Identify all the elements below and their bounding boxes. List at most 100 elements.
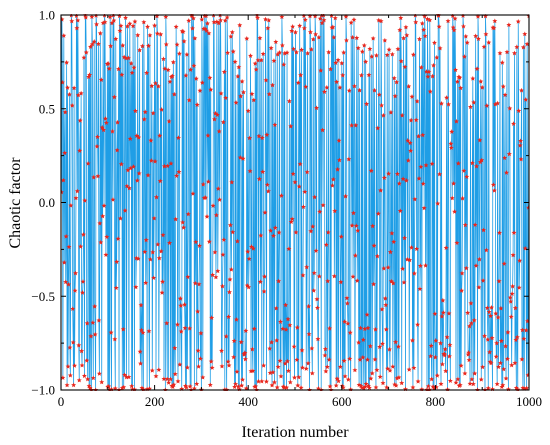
data-point — [385, 264, 391, 270]
data-point — [519, 327, 525, 333]
data-point — [418, 64, 424, 70]
data-point — [427, 89, 433, 94]
data-point — [97, 30, 103, 36]
data-point — [344, 295, 350, 301]
data-point — [258, 232, 264, 238]
data-point — [491, 187, 497, 193]
data-point — [143, 237, 149, 243]
data-point — [371, 243, 377, 248]
data-point — [368, 376, 374, 381]
data-point — [109, 386, 115, 391]
data-point — [245, 249, 251, 254]
data-point — [269, 339, 275, 345]
data-point — [145, 24, 151, 29]
data-point — [409, 244, 414, 250]
data-point — [242, 356, 248, 362]
data-point — [206, 30, 212, 36]
data-point — [467, 381, 473, 386]
data-point — [509, 291, 515, 296]
data-point — [216, 20, 222, 26]
data-point — [160, 232, 166, 238]
data-point — [375, 125, 381, 131]
data-point — [242, 350, 248, 355]
data-point — [333, 60, 339, 65]
data-point — [118, 23, 124, 28]
data-point — [146, 328, 152, 334]
data-point — [483, 247, 489, 253]
data-point — [458, 363, 464, 368]
data-point — [416, 133, 422, 139]
data-point — [205, 179, 211, 184]
data-point — [138, 302, 144, 308]
data-point — [212, 116, 217, 122]
data-point — [416, 175, 422, 181]
data-point — [61, 189, 64, 195]
data-point — [247, 168, 253, 174]
data-point — [485, 385, 491, 391]
data-point — [207, 75, 213, 80]
data-point — [391, 239, 397, 244]
data-point — [153, 373, 159, 379]
data-point — [417, 36, 422, 42]
data-point — [304, 264, 310, 270]
data-point — [61, 16, 65, 22]
data-point — [171, 382, 177, 387]
data-point — [504, 49, 510, 55]
data-point — [135, 32, 141, 38]
data-point — [443, 368, 449, 374]
data-point — [401, 35, 407, 41]
data-point — [91, 39, 97, 44]
data-point — [522, 31, 528, 37]
data-point — [161, 56, 166, 62]
data-point — [225, 359, 231, 364]
data-point — [350, 34, 356, 40]
data-point — [298, 72, 304, 78]
data-point — [256, 176, 262, 182]
data-point — [284, 50, 290, 55]
data-point — [332, 15, 338, 21]
data-point — [507, 105, 513, 111]
data-point — [313, 31, 319, 37]
data-point — [455, 376, 461, 382]
data-point — [102, 116, 108, 121]
data-point — [449, 129, 455, 134]
data-point — [102, 19, 108, 25]
data-point — [357, 87, 363, 93]
data-point — [193, 76, 199, 81]
y-axis-title: Chaotic factor — [7, 157, 24, 249]
data-point — [243, 328, 249, 333]
data-point — [519, 356, 525, 362]
data-point — [398, 58, 404, 64]
data-point — [327, 325, 333, 331]
data-point — [503, 375, 509, 381]
data-point — [164, 320, 170, 326]
data-point — [322, 346, 328, 352]
data-point — [348, 386, 354, 391]
data-point — [381, 265, 387, 271]
data-point — [419, 386, 425, 391]
x-tick-label: 1000 — [516, 394, 542, 409]
data-point — [161, 163, 167, 169]
data-point — [270, 82, 276, 88]
data-point — [136, 134, 142, 140]
data-point — [386, 171, 392, 176]
data-point — [497, 230, 502, 235]
data-point — [417, 263, 423, 268]
data-point — [427, 17, 433, 23]
data-point — [466, 350, 472, 355]
data-point — [230, 229, 236, 235]
data-point — [268, 228, 274, 233]
data-point — [448, 145, 454, 150]
data-point — [69, 102, 75, 108]
data-point — [165, 67, 171, 73]
data-point — [459, 288, 465, 293]
data-point — [486, 39, 492, 45]
data-point — [266, 91, 272, 97]
data-point — [390, 364, 396, 369]
data-point — [454, 240, 460, 246]
data-point — [157, 178, 163, 184]
data-point — [445, 18, 451, 24]
data-point — [500, 83, 506, 89]
data-point — [426, 69, 432, 74]
series-group — [61, 14, 529, 391]
